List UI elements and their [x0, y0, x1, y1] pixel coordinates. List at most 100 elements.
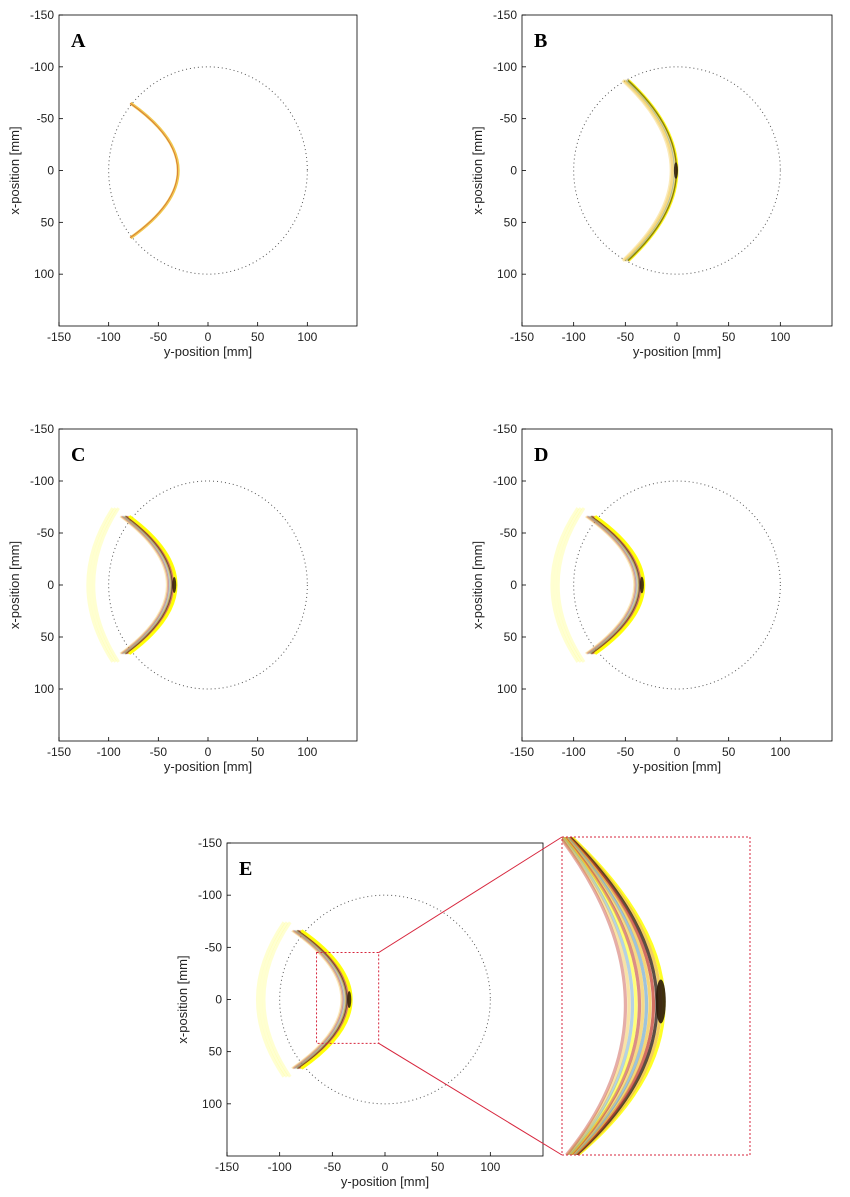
y-axis-label: x-position [mm]	[175, 955, 190, 1043]
x-tick-label: 0	[674, 745, 681, 759]
x-tick-label: -100	[97, 745, 121, 759]
y-tick-label: 0	[47, 578, 54, 592]
y-tick-label: -150	[493, 422, 517, 436]
x-tick-label: -50	[150, 745, 168, 759]
x-tick-label: -50	[617, 745, 635, 759]
wavefront-arc	[259, 921, 289, 1078]
wavefront-arc	[119, 515, 168, 655]
x-tick-label: -100	[268, 1160, 292, 1174]
x-tick-label: 100	[770, 745, 790, 759]
wavefront-arc	[585, 515, 636, 655]
y-tick-label: -150	[30, 422, 54, 436]
wavefront-focus	[172, 577, 177, 593]
y-tick-label: -50	[500, 112, 518, 126]
x-tick-label: 50	[722, 745, 736, 759]
x-tick-label: -100	[97, 330, 121, 344]
y-tick-label: -100	[198, 888, 222, 902]
panel-letter: B	[534, 30, 547, 52]
x-tick-label: -150	[47, 330, 71, 344]
wavefront-arc	[553, 507, 583, 663]
x-tick-label: 0	[382, 1160, 389, 1174]
zoom-region-box	[316, 952, 380, 1044]
inset-wavefront-arc	[565, 837, 649, 1155]
zoom-connector-bottom	[378, 1042, 563, 1156]
x-axis-label: y-position [mm]	[633, 759, 721, 774]
panel-letter: C	[71, 444, 85, 466]
y-tick-label: -50	[500, 526, 518, 540]
x-tick-label: 100	[297, 330, 317, 344]
axes-frame	[58, 14, 358, 327]
wavefront-arc	[121, 515, 171, 655]
domain-circle	[108, 66, 308, 275]
wavefront-arc	[295, 929, 347, 1070]
x-axis-label: y-position [mm]	[164, 759, 252, 774]
wavefront-arc	[291, 929, 343, 1070]
wavefront-arc	[92, 507, 120, 663]
inset-wavefront-arc	[562, 837, 635, 1155]
x-axis-label: y-position [mm]	[164, 344, 252, 359]
domain-circle	[573, 66, 781, 275]
y-tick-label: 0	[510, 578, 517, 592]
wavefront-arc	[292, 929, 344, 1070]
panel-letter: A	[71, 30, 86, 52]
wavefront-arc	[550, 507, 580, 663]
panel-b: -150 -100 -50 0 50 100 -150 -100 -50 0 50 100 y-posi…	[470, 8, 833, 359]
x-tick-label: 0	[205, 330, 212, 344]
y-axis-label: x-position [mm]	[470, 541, 485, 629]
x-tick-label: 50	[431, 1160, 445, 1174]
inset-wavefront-arc	[567, 837, 656, 1155]
wavefront-focus	[347, 991, 352, 1008]
inset-wavefront-arc	[566, 837, 652, 1155]
x-tick-label: -150	[510, 745, 534, 759]
zoom-inset	[561, 836, 751, 1156]
wavefront-focus	[639, 576, 644, 594]
y-tick-label: 50	[504, 215, 518, 229]
inset-focus	[655, 979, 666, 1024]
x-axis-label: y-position [mm]	[341, 1174, 429, 1189]
y-tick-label: 50	[41, 630, 55, 644]
x-axis-label: y-position [mm]	[633, 344, 721, 359]
wavefront-arc	[120, 515, 169, 655]
y-tick-label: -100	[493, 474, 517, 488]
wavefront-arc	[556, 507, 586, 663]
inset-wavefront-arc	[562, 837, 631, 1155]
x-tick-label: -50	[324, 1160, 342, 1174]
x-tick-label: -150	[510, 330, 534, 344]
domain-circle	[279, 894, 491, 1105]
panel-letter: E	[239, 858, 252, 880]
panel-a: -150 -100 -50 0 50 100 -150 -100 -50 0 50 100 y-posi…	[7, 8, 358, 359]
y-tick-label: 100	[202, 1097, 222, 1111]
y-tick-label: 100	[34, 682, 54, 696]
axes-frame	[521, 428, 833, 742]
y-axis-label: x-position [mm]	[7, 541, 22, 629]
y-tick-label: 0	[47, 164, 54, 178]
y-tick-label: 100	[497, 682, 517, 696]
y-axis-label: x-position [mm]	[470, 126, 485, 214]
x-tick-label: 50	[251, 745, 265, 759]
x-tick-label: 50	[722, 330, 736, 344]
wavefront-arc	[621, 79, 673, 262]
axes-frame	[226, 842, 544, 1157]
panel-c: -150 -100 -50 0 50 100 -150 -100 -50 0 50 100 y-posi…	[7, 422, 358, 774]
y-tick-label: -150	[493, 8, 517, 22]
axes-frame	[58, 428, 358, 742]
y-tick-label: -100	[30, 60, 54, 74]
x-tick-label: 0	[205, 745, 212, 759]
wavefront-arc	[86, 507, 114, 663]
y-tick-label: -50	[37, 112, 55, 126]
y-axis-label: x-position [mm]	[7, 126, 22, 214]
inset-wavefront-arc	[564, 837, 645, 1155]
y-tick-label: -50	[37, 526, 55, 540]
wavefront-arc	[587, 515, 638, 655]
wavefront-arc	[129, 102, 178, 239]
wavefront-arc	[588, 515, 639, 655]
y-tick-label: 50	[504, 630, 518, 644]
wavefront-arc	[586, 515, 637, 655]
x-tick-label: -100	[562, 330, 586, 344]
y-tick-label: 0	[510, 164, 517, 178]
y-tick-label: 50	[209, 1045, 223, 1059]
x-tick-label: 0	[674, 330, 681, 344]
panel-e: -150 -100 -50 0 50 100 -150 -100 -50 0 50 100 y-posi…	[175, 836, 751, 1189]
wavefront-focus	[673, 162, 679, 179]
x-tick-label: 100	[297, 745, 317, 759]
